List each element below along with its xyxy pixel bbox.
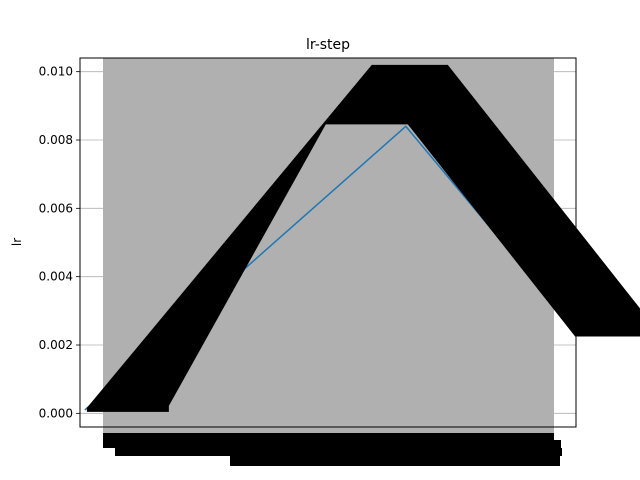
y-ticks: 0.000 0.002 0.004 0.006 0.008 0.010 xyxy=(39,65,80,420)
ytick-label: 0.008 xyxy=(39,133,73,147)
overlapping-annotation-band xyxy=(86,64,640,412)
y-axis-label: lr xyxy=(10,238,24,246)
ytick-label: 0.000 xyxy=(39,406,73,420)
ytick-label: 0.004 xyxy=(39,270,73,284)
chart-title: lr-step xyxy=(306,37,350,53)
x-tick-labels xyxy=(103,433,562,466)
plot-frame xyxy=(79,57,577,428)
overlapping-xtick-labels xyxy=(115,448,562,456)
ytick-label: 0.006 xyxy=(39,201,73,215)
overlapping-xtick-labels xyxy=(103,433,554,441)
ytick-label: 0.010 xyxy=(39,65,73,79)
ytick-label: 0.002 xyxy=(39,338,73,352)
overlapping-xtick-labels xyxy=(230,456,560,466)
overlapping-xtick-labels xyxy=(103,440,561,448)
annotation-layer xyxy=(86,64,640,412)
